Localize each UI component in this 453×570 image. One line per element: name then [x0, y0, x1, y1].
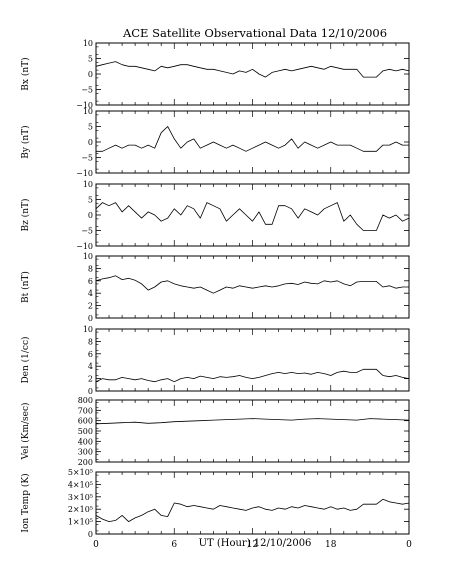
- y-tick-label: 4: [88, 289, 93, 298]
- y-tick-label: 0: [88, 387, 93, 396]
- y-tick-label: 8: [88, 264, 93, 273]
- y-tick-label: −5: [81, 227, 93, 236]
- y-tick-label: 500: [78, 427, 93, 436]
- chart-title: ACE Satellite Observational Data 12/10/2…: [122, 26, 387, 40]
- series-line: [95, 498, 410, 522]
- y-tick-label: −5: [81, 154, 93, 163]
- y-tick-label: 4×10⁵: [68, 480, 93, 489]
- y-tick-label: 300: [78, 448, 93, 457]
- y-tick-label: 10: [83, 252, 93, 261]
- y-tick-label: 6: [88, 277, 93, 286]
- y-axis-label: Ion Temp (K): [20, 473, 31, 532]
- x-tick-label: 0: [93, 540, 99, 550]
- panel-3: 10 8 6 4 2 0 Bt (nT): [20, 252, 410, 323]
- series-line: [95, 202, 410, 231]
- y-tick-label: 0: [88, 138, 93, 147]
- y-axis-label: By (nT): [20, 125, 31, 158]
- panel-1: 10 5 0 −5 −10 By (nT): [20, 107, 410, 178]
- panel-frame: [95, 255, 410, 319]
- y-tick-label: 4: [88, 362, 93, 371]
- y-tick-label: 10: [83, 39, 93, 48]
- y-tick-label: 10: [83, 325, 93, 334]
- series-line: [95, 275, 409, 294]
- y-tick-label: 0: [88, 314, 93, 323]
- panel-6: 5×10⁵ 4×10⁵ 3×10⁵ 2×10⁵ 1×10⁵ 0 Ion Temp (K): [20, 468, 410, 539]
- y-tick-label: 6: [88, 350, 93, 359]
- y-tick-label: 10: [83, 107, 93, 116]
- y-tick-label: 3×10⁵: [68, 493, 93, 502]
- panel-frame: [95, 110, 410, 174]
- panel-frame: [95, 399, 410, 463]
- panel-frame: [95, 471, 410, 535]
- series-line: [95, 61, 410, 78]
- y-tick-label: −5: [81, 86, 93, 95]
- y-tick-label: 800: [78, 396, 93, 405]
- y-tick-label: 5×10⁵: [68, 468, 93, 477]
- y-tick-label: −10: [76, 101, 93, 110]
- panels-layer: 10 5 0 −5 −10 Bx (nT) 10 5 0 −5 −10 By (nT) 10 5 0 −5 −1…: [20, 39, 412, 550]
- x-tick-label: 12: [247, 540, 258, 550]
- y-tick-label: 0: [88, 211, 93, 220]
- panel-4: 10 8 6 4 2 0 Den (1/cc): [20, 325, 410, 396]
- y-axis-label: Den (1/cc): [20, 336, 31, 383]
- y-axis-label: Vel (Km/sec): [20, 402, 31, 460]
- y-tick-label: 200: [78, 458, 93, 467]
- x-tick-label: 0: [406, 540, 412, 550]
- y-tick-label: −10: [76, 242, 93, 251]
- y-tick-label: 0: [88, 530, 93, 539]
- y-tick-label: 400: [78, 437, 93, 446]
- panel-frame: [95, 183, 410, 247]
- y-tick-label: 5: [88, 123, 93, 132]
- y-tick-label: 1×10⁵: [68, 518, 93, 527]
- y-axis-label: Bz (nT): [20, 198, 31, 231]
- x-tick-label: 6: [171, 540, 177, 550]
- panel-2: 10 5 0 −5 −10 Bz (nT): [20, 180, 410, 251]
- y-axis-label: Bx (nT): [20, 57, 31, 90]
- y-tick-label: 10: [83, 180, 93, 189]
- y-axis-label: Bt (nT): [20, 271, 31, 303]
- panel-frame: [95, 42, 410, 106]
- panel-frame: [95, 328, 410, 392]
- y-tick-label: 2×10⁵: [68, 505, 93, 514]
- y-tick-label: 600: [78, 417, 93, 426]
- series-line: [95, 368, 410, 383]
- y-tick-label: 0: [88, 70, 93, 79]
- series-line: [95, 418, 410, 425]
- y-tick-label: 5: [88, 55, 93, 64]
- y-tick-label: 8: [88, 337, 93, 346]
- panel-0: 10 5 0 −5 −10 Bx (nT): [20, 39, 410, 110]
- y-tick-label: −10: [76, 169, 93, 178]
- y-tick-label: 2: [88, 302, 93, 311]
- y-tick-label: 2: [88, 375, 93, 384]
- x-axis-label: UT (Hour) 12/10/2006: [199, 538, 312, 549]
- y-tick-label: 5: [88, 196, 93, 205]
- series-line: [96, 126, 409, 152]
- y-tick-label: 700: [78, 406, 93, 415]
- x-tick-label: 18: [325, 540, 337, 550]
